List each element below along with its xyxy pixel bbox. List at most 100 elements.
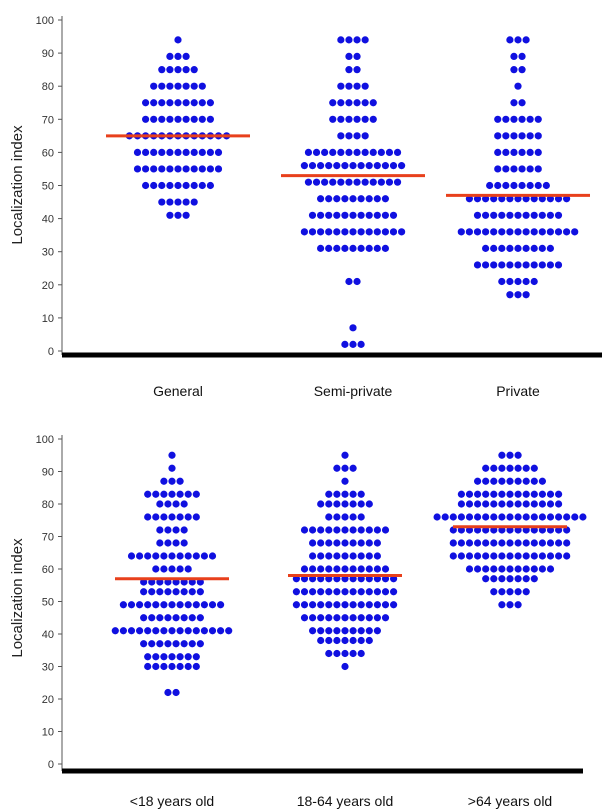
data-point bbox=[182, 115, 190, 123]
data-point bbox=[172, 640, 180, 648]
data-point bbox=[142, 115, 150, 123]
data-point bbox=[498, 477, 506, 485]
data-point bbox=[490, 211, 498, 219]
data-point bbox=[180, 500, 188, 508]
data-point bbox=[206, 115, 214, 123]
data-point bbox=[538, 490, 547, 498]
data-point bbox=[198, 148, 206, 156]
data-point bbox=[152, 513, 160, 521]
data-point bbox=[498, 601, 506, 609]
data-point bbox=[353, 99, 361, 107]
data-point bbox=[198, 99, 206, 107]
data-point bbox=[325, 500, 333, 508]
data-point bbox=[554, 211, 563, 219]
data-point bbox=[514, 575, 522, 583]
data-point bbox=[398, 162, 406, 170]
series-group bbox=[292, 451, 398, 671]
data-point bbox=[325, 601, 333, 609]
data-point bbox=[349, 614, 357, 622]
data-point bbox=[506, 36, 514, 44]
data-point bbox=[176, 662, 184, 671]
data-point bbox=[506, 244, 514, 252]
data-point bbox=[345, 178, 353, 186]
data-point bbox=[174, 99, 182, 107]
data-point bbox=[498, 575, 506, 583]
data-point bbox=[522, 261, 530, 269]
data-point bbox=[563, 552, 571, 560]
data-point bbox=[361, 99, 369, 107]
data-point bbox=[341, 162, 349, 170]
data-point bbox=[341, 477, 349, 485]
data-point bbox=[176, 653, 184, 661]
data-point bbox=[312, 178, 321, 186]
y-tick-label: 70 bbox=[42, 114, 54, 126]
data-point bbox=[160, 653, 168, 661]
data-point bbox=[333, 649, 341, 658]
data-point bbox=[530, 244, 538, 252]
data-point bbox=[140, 640, 148, 648]
data-point bbox=[538, 261, 546, 269]
data-point bbox=[546, 490, 555, 498]
data-point bbox=[530, 552, 538, 560]
data-point bbox=[498, 211, 506, 219]
data-point bbox=[148, 614, 156, 622]
data-point bbox=[341, 500, 349, 508]
data-point bbox=[381, 211, 389, 219]
data-point bbox=[349, 324, 357, 332]
data-point bbox=[168, 627, 176, 635]
data-point bbox=[349, 526, 357, 534]
data-point bbox=[333, 162, 341, 170]
data-point bbox=[349, 244, 357, 252]
data-point bbox=[127, 627, 136, 635]
data-point bbox=[300, 526, 309, 534]
data-point bbox=[534, 115, 542, 123]
data-point bbox=[522, 36, 530, 44]
data-point bbox=[506, 490, 514, 498]
data-point bbox=[166, 115, 174, 123]
data-point bbox=[341, 601, 349, 609]
y-tick-label: 40 bbox=[42, 214, 54, 226]
data-point bbox=[166, 165, 174, 173]
data-point bbox=[333, 614, 341, 622]
data-point bbox=[142, 99, 150, 107]
data-point bbox=[325, 627, 333, 635]
data-point bbox=[152, 565, 160, 573]
data-point bbox=[498, 513, 506, 521]
data-point bbox=[522, 513, 530, 521]
data-point bbox=[329, 115, 337, 123]
data-point bbox=[172, 688, 180, 697]
data-point bbox=[345, 115, 353, 123]
data-point bbox=[522, 565, 530, 573]
data-point bbox=[465, 500, 474, 508]
data-point bbox=[341, 662, 349, 671]
data-point bbox=[510, 99, 518, 107]
data-point bbox=[341, 490, 349, 498]
data-point bbox=[325, 490, 333, 498]
data-point bbox=[502, 165, 510, 173]
data-point bbox=[152, 653, 160, 661]
data-point bbox=[156, 640, 164, 648]
data-point bbox=[510, 181, 518, 190]
data-point bbox=[190, 198, 198, 206]
data-point bbox=[184, 653, 192, 661]
data-point bbox=[309, 601, 317, 609]
data-point bbox=[325, 565, 333, 573]
data-point bbox=[174, 36, 182, 44]
data-point bbox=[490, 513, 498, 521]
data-point bbox=[518, 132, 526, 140]
data-point bbox=[182, 165, 190, 173]
data-point bbox=[192, 490, 200, 498]
data-point bbox=[341, 526, 349, 534]
data-point bbox=[365, 539, 373, 547]
data-point bbox=[510, 148, 518, 156]
data-point bbox=[482, 244, 490, 252]
data-point bbox=[144, 662, 152, 671]
data-point bbox=[571, 513, 579, 521]
data-point bbox=[490, 565, 498, 573]
data-point bbox=[172, 588, 180, 596]
data-point bbox=[514, 228, 522, 236]
data-point bbox=[506, 513, 514, 521]
data-point bbox=[490, 490, 498, 498]
data-point bbox=[345, 66, 353, 74]
